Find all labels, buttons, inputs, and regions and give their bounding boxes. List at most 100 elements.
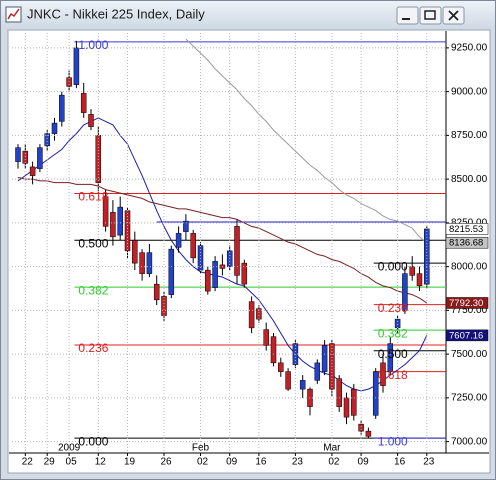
candle-body: [110, 212, 116, 238]
fib-label: 0.236: [78, 341, 108, 355]
price-marker-label: 7792.30: [449, 298, 483, 309]
y-tick-label: 7250.00: [451, 393, 488, 404]
x-tick-label: 02: [328, 457, 340, 468]
candle-body: [321, 345, 328, 372]
x-tick-label: 05: [66, 457, 78, 468]
candle-body: [256, 308, 262, 320]
y-tick-label: 7750.00: [451, 305, 488, 316]
x-tick-label: 16: [394, 457, 406, 468]
moving-average-line: [185, 38, 428, 244]
x-tick-label: 02: [197, 457, 209, 468]
price-marker: [445, 223, 489, 235]
fib-label: 0.500: [378, 347, 408, 361]
candle-body: [51, 122, 58, 134]
x-group-label: Feb: [192, 443, 210, 454]
candle-body: [37, 147, 43, 169]
candle-body: [102, 196, 109, 227]
candle-body: [343, 397, 350, 418]
candle-body: [44, 133, 50, 147]
candle-body: [336, 378, 342, 407]
minimize-button[interactable]: [396, 6, 419, 25]
maximize-button[interactable]: [419, 6, 442, 25]
candle-body: [190, 233, 196, 259]
fib-label: 0.000: [78, 434, 108, 448]
candle-body: [372, 371, 379, 416]
x-tick-label: 22: [22, 457, 34, 468]
candle-body: [183, 220, 189, 232]
y-tick-label: 8000.00: [451, 261, 488, 272]
fib-label: 0.618: [378, 368, 408, 382]
candle-body: [205, 269, 211, 292]
candle-body: [29, 166, 36, 176]
x-tick-label: 09: [226, 457, 238, 468]
y-tick-label: 8500.00: [451, 174, 488, 185]
x-tick-label: 12: [95, 457, 107, 468]
candle-body: [22, 150, 29, 164]
candle-body: [15, 147, 21, 162]
price-marker-label: 8136.68: [449, 238, 483, 249]
x-tick-label: 26: [160, 457, 172, 468]
candle-body: [285, 371, 291, 390]
price-marker: [445, 236, 489, 249]
candle-body: [299, 380, 306, 390]
candle-body: [248, 301, 255, 329]
fib-label: 0.382: [78, 283, 108, 297]
x-tick-label: 23: [423, 457, 435, 468]
candle-body: [168, 248, 175, 295]
price-marker-label: 7607.16: [449, 330, 483, 341]
candle-body: [263, 329, 269, 346]
x-tick-label: 23: [292, 457, 304, 468]
price-marker-label: 8215.53: [449, 224, 483, 235]
price-marker: [445, 297, 489, 309]
x-tick-label: 29: [44, 457, 56, 468]
moving-average-line: [17, 176, 428, 304]
close-button[interactable]: [442, 6, 465, 25]
candle-body: [153, 283, 160, 301]
x-tick-label: 16: [255, 457, 267, 468]
candle-body: [365, 430, 372, 437]
x-group-label: Mar: [323, 443, 341, 454]
window-title: JNKC - Nikkei 225 Index, Daily: [27, 6, 205, 21]
y-tick-label: 8750.00: [451, 130, 488, 141]
candle-body: [402, 273, 408, 311]
window-icon: [5, 6, 22, 23]
candle-body: [80, 93, 87, 113]
fib-label: 1.000: [78, 38, 108, 52]
x-tick-label: 09: [358, 457, 370, 468]
y-tick-label: 7500.00: [451, 349, 488, 360]
candle-body: [234, 226, 240, 276]
candle-body: [270, 336, 277, 364]
fib-label: 1.000: [378, 434, 408, 448]
price-marker: [445, 329, 489, 342]
candle-body: [387, 343, 394, 372]
candle-body: [139, 252, 145, 274]
x-group-label: 2009: [58, 443, 81, 454]
candle-body: [416, 273, 423, 287]
candle-body: [212, 261, 218, 288]
y-tick-label: 9250.00: [451, 43, 488, 54]
chart-area: [7, 29, 491, 474]
fib-label: 0.000: [378, 259, 408, 273]
moving-average-line: [17, 117, 428, 392]
candle-body: [241, 262, 248, 285]
candle-body: [175, 233, 182, 248]
y-tick-label: 7000.00: [451, 436, 488, 447]
candle-body: [314, 362, 321, 381]
fib-label: 0.382: [378, 326, 408, 340]
y-tick-label: 8250.00: [451, 218, 488, 229]
candle-body: [409, 266, 415, 276]
candle-body: [380, 362, 386, 386]
fib-label: 0.618: [78, 190, 108, 204]
fib-label: 0.500: [78, 236, 108, 250]
candle-body: [358, 423, 364, 432]
fib-label: 0.236: [378, 301, 408, 315]
candle-body: [73, 47, 80, 85]
candle-body: [132, 240, 138, 264]
candle-body: [117, 206, 123, 236]
candle-body: [351, 388, 357, 416]
y-tick-label: 9000.00: [451, 86, 488, 97]
candle-body: [278, 362, 284, 372]
x-tick-label: 19: [124, 457, 136, 468]
